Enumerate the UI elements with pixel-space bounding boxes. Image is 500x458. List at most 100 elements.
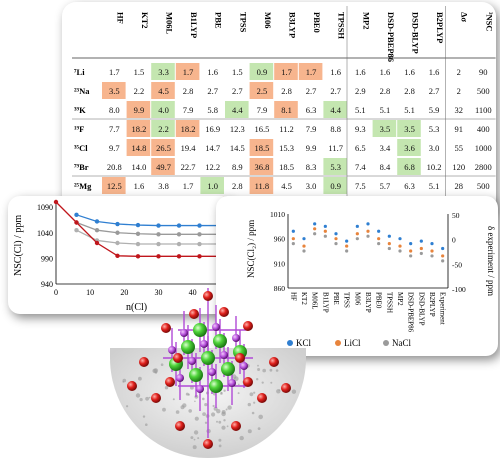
table-cell: 2.7: [429, 86, 440, 96]
chloride-atom: [193, 323, 207, 337]
right-legend-marker: [287, 340, 293, 346]
left-series-point: [156, 232, 161, 237]
table-cell: 5.3: [429, 124, 440, 134]
right-series-point: [398, 249, 402, 253]
crystal-cluster-illustration: [110, 288, 306, 458]
table-cell: 55: [454, 143, 463, 153]
background-atom: [227, 405, 232, 410]
right-ytick-label: 1010: [270, 210, 285, 219]
right-series-point: [387, 242, 391, 246]
background-atom: [194, 400, 196, 403]
table-col-header: MP2: [361, 12, 371, 29]
table-cell: 9.7: [109, 143, 120, 153]
right-series-point: [355, 237, 359, 241]
left-series-point: [156, 223, 161, 228]
background-atom: [231, 374, 237, 379]
chloride-atom: [189, 368, 203, 382]
table-cell: 14.7: [205, 143, 220, 153]
right-ytick-label: 860: [274, 284, 286, 293]
outer-atom: [165, 377, 175, 387]
method-comparison-card: NSC(Cl₂) / ppm δ experiment / ppm 1010 96…: [216, 196, 498, 356]
table-cell: 32: [454, 105, 463, 115]
background-atom: [138, 376, 142, 381]
outer-atom: [235, 353, 245, 363]
outer-atom: [139, 357, 149, 367]
outer-atom: [257, 393, 267, 403]
table-row-nucleus: ⁷⁹Br: [74, 162, 89, 172]
background-atom: [126, 405, 129, 408]
outer-atom: [243, 377, 253, 387]
right-series-point: [366, 229, 370, 233]
table-cell: 3.8: [158, 181, 169, 191]
table-cell-highlight: [323, 101, 347, 118]
background-atom: [194, 416, 199, 421]
background-atom: [180, 405, 185, 410]
background-atom: [202, 412, 206, 416]
background-atom: [276, 389, 281, 394]
table-cell-highlight: [249, 63, 274, 80]
cation-atom: [220, 351, 228, 359]
table-cell-highlight: [200, 177, 224, 194]
background-atom: [148, 396, 151, 399]
table-col-header: DSD-PBEP86: [386, 12, 396, 62]
table-cell-highlight: [102, 177, 126, 194]
right-xtick-label: DSD-BLYP: [417, 292, 425, 326]
background-atom: [218, 438, 222, 442]
table-cell: 6.3: [306, 105, 317, 115]
left-series-point: [115, 230, 120, 235]
table-cell: 49.7: [156, 162, 171, 172]
table-row-nucleus: ³⁹K: [74, 105, 86, 115]
table-cell: 9.9: [306, 143, 317, 153]
cation-atom: [228, 379, 236, 387]
table-cell: 2.2: [158, 124, 169, 134]
right-legend-label: NaCl: [392, 338, 411, 348]
left-series-point: [135, 241, 141, 247]
outer-atom: [219, 307, 229, 317]
table-cell-highlight: [323, 177, 347, 194]
table-cell: 3.5: [404, 124, 415, 134]
right-xtick-label: HF: [289, 292, 297, 301]
table-cell: 4.5: [281, 181, 292, 191]
table-cell: 8.9: [232, 162, 243, 172]
table-cell: 16.9: [205, 124, 220, 134]
background-atom: [291, 389, 297, 394]
right-xtick-label: PBE: [332, 292, 340, 305]
table-row-nucleus: ⁷Li: [74, 67, 85, 77]
left-xtick-label: 30: [155, 288, 163, 297]
left-xtick-label: 10: [86, 288, 94, 297]
table-cell-highlight: [249, 177, 274, 194]
table-cell: 2.7: [330, 86, 341, 96]
method-comparison-chart: NSC(Cl₂) / ppm δ experiment / ppm 1010 96…: [246, 210, 496, 348]
table-cell-highlight: [397, 120, 421, 137]
right-series-point: [323, 229, 327, 233]
table-cell: 3.5: [380, 124, 391, 134]
right-series-point: [409, 249, 413, 253]
background-atom: [172, 398, 175, 401]
background-atom: [239, 435, 244, 441]
table-cell: 12.5: [107, 181, 122, 191]
right-series-point: [366, 222, 370, 226]
table-cell: 1.6: [404, 67, 415, 77]
left-ytick-label: 1040: [37, 229, 53, 238]
right-series-point: [387, 246, 391, 251]
cation-atom: [180, 329, 188, 337]
background-atom: [220, 392, 223, 395]
table-cell-highlight: [225, 101, 249, 118]
table-cell: 11.7: [328, 143, 343, 153]
table-cell: 16.5: [254, 124, 269, 134]
right-series-point: [366, 234, 370, 238]
left-series-point: [156, 241, 161, 247]
right-series-point: [345, 244, 349, 248]
table-cell-highlight: [298, 63, 323, 80]
table-cell: 1.5: [134, 67, 145, 77]
right-series-point: [377, 242, 381, 246]
left-series-point: [156, 254, 161, 259]
table-col-header: KT2: [140, 12, 150, 29]
table-col-header: TPSSH: [337, 12, 347, 39]
right-xtick-label: KT2: [300, 292, 308, 305]
table-cell: 1.6: [355, 67, 366, 77]
table-cell: 8.3: [306, 162, 317, 172]
background-atom: [253, 391, 256, 394]
benchmark-table: HF KT2 M06L B1LYP PBE TPSS M06 B3LYP PBE0 TPSSH MP…: [72, 6, 496, 214]
background-atom: [153, 368, 159, 373]
